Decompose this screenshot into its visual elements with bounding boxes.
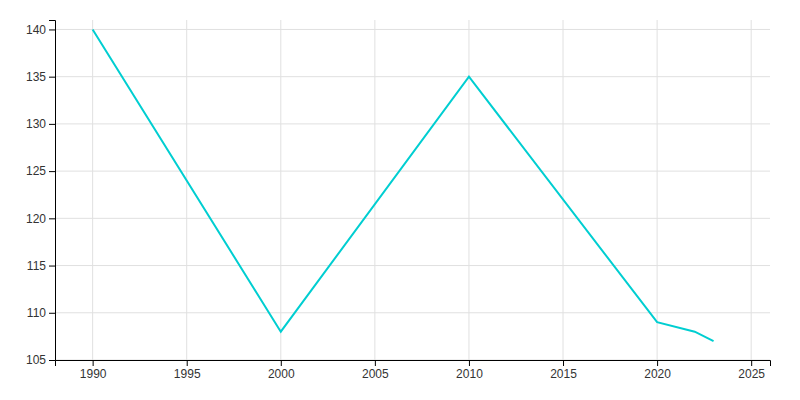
x-tick: 2000 xyxy=(268,360,295,381)
y-tick: 135 xyxy=(26,70,55,84)
y-axis-line xyxy=(49,21,56,361)
y-tick: 125 xyxy=(26,164,55,178)
data-line xyxy=(93,29,714,341)
grid-line-x xyxy=(92,20,93,360)
x-tick: 2015 xyxy=(550,360,577,381)
y-tick-label: 115 xyxy=(27,259,46,273)
x-tick-mark xyxy=(657,360,658,366)
grid-line-x xyxy=(751,20,752,360)
y-tick: 115 xyxy=(27,259,55,273)
y-tick-label: 125 xyxy=(26,164,46,178)
y-tick-label: 135 xyxy=(26,70,46,84)
x-tick-label: 2020 xyxy=(644,367,671,381)
y-tick-mark xyxy=(49,360,55,361)
grid-line-x xyxy=(186,20,187,360)
x-tick-mark xyxy=(469,360,470,366)
x-tick: 2020 xyxy=(644,360,671,381)
x-tick-label: 2010 xyxy=(456,367,483,381)
y-tick-mark xyxy=(49,29,55,30)
grid-line-x xyxy=(657,20,658,360)
chart-svg: 1990 1995 2000 2005 2010 2015 2020 2025 105 110 11… xyxy=(0,0,800,400)
grid-line-x xyxy=(280,20,281,360)
x-tick: 2025 xyxy=(738,360,765,381)
grid-line-y xyxy=(55,312,770,313)
x-tick-mark xyxy=(751,360,752,366)
grid xyxy=(55,20,770,360)
x-tick-mark xyxy=(187,360,188,366)
x-tick: 2005 xyxy=(362,360,389,381)
y-tick: 110 xyxy=(27,306,55,320)
x-axis-line xyxy=(56,361,771,367)
plot-area: 1990 1995 2000 2005 2010 2015 2020 2025 105 110 11… xyxy=(26,20,771,381)
x-tick: 2010 xyxy=(456,360,483,381)
y-tick: 140 xyxy=(26,23,55,37)
x-axis: 1990 1995 2000 2005 2010 2015 2020 2025 xyxy=(56,360,771,381)
y-tick-label: 140 xyxy=(26,23,46,37)
y-tick: 130 xyxy=(26,117,55,131)
x-tick-label: 1995 xyxy=(174,367,201,381)
y-tick-label: 120 xyxy=(26,212,46,226)
x-tick: 1990 xyxy=(80,360,107,381)
x-tick-label: 2025 xyxy=(738,367,765,381)
grid-line-y xyxy=(55,76,770,77)
x-tick-label: 2000 xyxy=(268,367,295,381)
x-tick-mark xyxy=(563,360,564,366)
y-tick-mark xyxy=(49,313,55,314)
x-tick-label: 2005 xyxy=(362,367,389,381)
grid-line-x xyxy=(374,20,375,360)
y-tick: 105 xyxy=(26,353,55,367)
y-tick-mark xyxy=(49,124,55,125)
chart-container: 1990 1995 2000 2005 2010 2015 2020 2025 105 110 11… xyxy=(0,0,800,400)
grid-line-y xyxy=(55,29,770,30)
x-tick-mark xyxy=(281,360,282,366)
grid-line-y xyxy=(55,171,770,172)
y-tick-mark xyxy=(49,77,55,78)
marks xyxy=(93,29,714,341)
y-tick-mark xyxy=(49,171,55,172)
grid-line-y xyxy=(55,218,770,219)
y-tick-mark xyxy=(49,266,55,267)
y-tick: 120 xyxy=(26,212,55,226)
y-tick-label: 105 xyxy=(26,353,46,367)
y-tick-mark xyxy=(49,218,55,219)
x-tick-label: 1990 xyxy=(80,367,107,381)
grid-line-y xyxy=(55,265,770,266)
x-tick-label: 2015 xyxy=(550,367,577,381)
x-tick-mark xyxy=(375,360,376,366)
y-tick-label: 110 xyxy=(27,306,46,320)
y-tick-label: 130 xyxy=(26,117,46,131)
x-tick-mark xyxy=(93,360,94,366)
grid-line-y xyxy=(55,123,770,124)
grid-line-x xyxy=(468,20,469,360)
y-axis: 105 110 115 120 125 130 135 140 xyxy=(26,21,56,368)
x-tick: 1995 xyxy=(174,360,201,381)
grid-line-x xyxy=(563,20,564,360)
